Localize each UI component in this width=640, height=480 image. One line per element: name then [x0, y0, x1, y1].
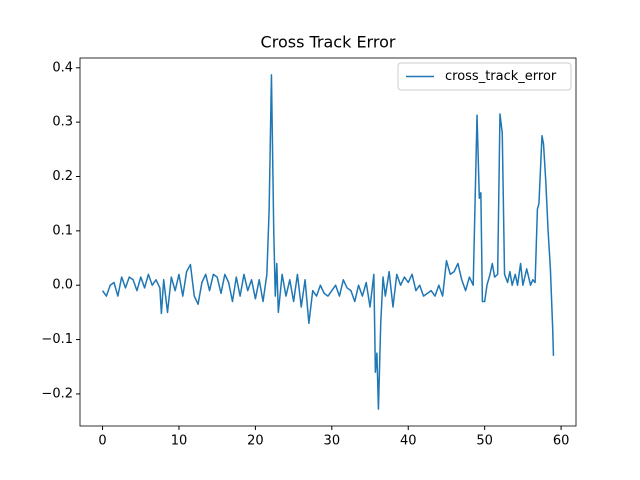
- plot-frame: [79, 57, 577, 427]
- x-tick-label: 10: [171, 434, 188, 449]
- y-tick-label: 0.2: [52, 169, 73, 184]
- legend-label: cross_track_error: [445, 69, 557, 84]
- y-tick-label: 0.3: [52, 115, 73, 130]
- x-tick-label: 60: [553, 434, 570, 449]
- legend-box: [397, 62, 572, 91]
- y-tick-label: 0.0: [52, 278, 73, 293]
- x-tick-label: 0: [98, 434, 106, 449]
- y-tick-label: 0.4: [52, 60, 73, 75]
- x-tick-label: 40: [400, 434, 417, 449]
- y-tick-label: −0.2: [41, 386, 73, 401]
- x-tick-label: 30: [324, 434, 341, 449]
- y-tick-label: 0.1: [52, 223, 73, 238]
- y-tick-label: −0.1: [41, 332, 73, 347]
- x-tick-label: 50: [476, 434, 493, 449]
- line: [101, 74, 555, 410]
- x-tick-label: 20: [247, 434, 264, 449]
- chart-title: Cross Track Error: [261, 33, 396, 52]
